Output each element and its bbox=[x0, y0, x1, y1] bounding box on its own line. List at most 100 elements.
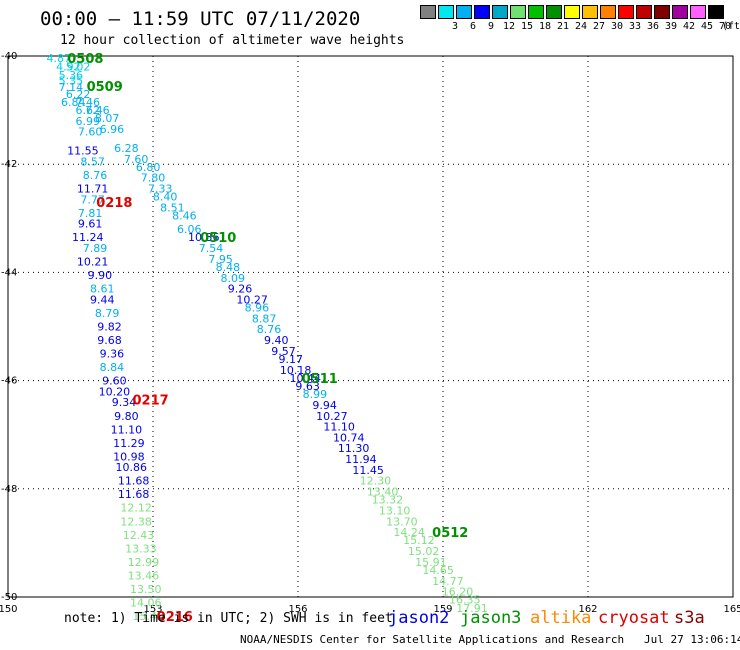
swh-label: 13.32 bbox=[372, 494, 404, 507]
swh-label: 4.87 bbox=[47, 52, 72, 65]
swh-label: 5.36 bbox=[59, 69, 84, 82]
swh-label: 12.30 bbox=[360, 475, 392, 488]
legend-swatch bbox=[510, 5, 526, 19]
swh-label: 14.06 bbox=[130, 596, 162, 609]
swh-label: 12.43 bbox=[123, 529, 155, 542]
swh-label: 6.96 bbox=[100, 123, 125, 136]
legend-swatch bbox=[636, 5, 652, 19]
legend-swatch-label: 12 bbox=[502, 21, 516, 32]
satellite-label-s3a: s3a bbox=[674, 608, 705, 628]
swh-label: 8.87 bbox=[252, 312, 277, 325]
swh-label: 7.33 bbox=[148, 183, 173, 196]
legend-swatch-label: 21 bbox=[556, 21, 570, 32]
y-tick-label: -46 bbox=[1, 376, 17, 387]
swh-label: 13.40 bbox=[367, 486, 399, 499]
swh-label: 9.60 bbox=[102, 375, 127, 388]
swh-label: 9.36 bbox=[100, 348, 125, 361]
swh-label: 7.77 bbox=[80, 193, 105, 206]
page-title: 00:00 – 11:59 UTC 07/11/2020 bbox=[40, 8, 361, 30]
swh-label: 11.29 bbox=[113, 437, 145, 450]
swh-label: 9.82 bbox=[97, 321, 122, 334]
track-label: 0218 bbox=[96, 196, 132, 211]
swh-label: 13.70 bbox=[386, 515, 418, 528]
swh-label: 8.79 bbox=[95, 307, 120, 320]
swh-label: 8.76 bbox=[83, 169, 108, 182]
swh-label: 10.36 bbox=[188, 231, 220, 244]
swh-label: 11.68 bbox=[118, 488, 150, 501]
swh-label: 7.81 bbox=[78, 207, 103, 220]
swh-label: 7.95 bbox=[208, 253, 233, 266]
legend-swatch-label: 24 bbox=[574, 21, 588, 32]
swh-label: 8.96 bbox=[245, 302, 270, 315]
swh-label: 8.51 bbox=[160, 201, 185, 214]
legend-swatch-label: 45 bbox=[700, 21, 714, 32]
swh-label: 6.99 bbox=[76, 115, 101, 128]
track-label: 0512 bbox=[432, 526, 468, 541]
satellite-label-altika: altika bbox=[530, 608, 592, 628]
swh-label: 13.33 bbox=[125, 542, 157, 555]
page-subtitle: 12 hour collection of altimeter wave hei… bbox=[60, 33, 405, 48]
track-label: 0510 bbox=[200, 231, 236, 246]
swh-label: 8.46 bbox=[172, 210, 197, 223]
swh-label: 7.54 bbox=[199, 242, 224, 255]
swh-label: 10.18 bbox=[280, 364, 312, 377]
legend-unit: (ft) bbox=[722, 21, 740, 32]
data-labels: 4.874.925.025.365.357.146.226.847.466.62… bbox=[47, 52, 488, 623]
legend-swatch bbox=[492, 5, 508, 19]
swh-label: 11.71 bbox=[77, 183, 109, 196]
swh-label: 10.44 bbox=[290, 372, 322, 385]
swh-label: 6.80 bbox=[136, 161, 161, 174]
swh-label: 11.10 bbox=[111, 423, 143, 436]
legend-swatch-label: 42 bbox=[682, 21, 696, 32]
swh-label: 7.46 bbox=[76, 96, 101, 109]
legend-swatch bbox=[528, 5, 544, 19]
swh-label: 17.91 bbox=[456, 602, 488, 615]
swh-label: 9.68 bbox=[97, 334, 122, 347]
y-tick-label: -42 bbox=[1, 159, 17, 170]
track-label: 0509 bbox=[87, 80, 123, 95]
swh-label: 10.20 bbox=[99, 385, 131, 398]
satellite-label-jason3: jason3 bbox=[460, 608, 522, 628]
swh-label: 11.10 bbox=[323, 421, 355, 434]
swh-label: 10.74 bbox=[333, 431, 365, 444]
swh-label: 9.40 bbox=[264, 334, 289, 347]
legend-swatch bbox=[654, 5, 670, 19]
swh-label: 13.46 bbox=[128, 569, 160, 582]
swh-label: 15.02 bbox=[408, 545, 440, 558]
swh-label: 11.68 bbox=[118, 475, 150, 488]
x-tick-label: 156 bbox=[288, 604, 307, 615]
y-tick-label: -50 bbox=[1, 592, 17, 603]
swh-label: 8.57 bbox=[80, 155, 105, 168]
swh-label: 9.61 bbox=[78, 218, 103, 231]
x-tick-label: 153 bbox=[143, 604, 162, 615]
swh-label: 9.80 bbox=[114, 410, 139, 423]
swh-label: 14.77 bbox=[432, 575, 464, 588]
x-tick-label: 162 bbox=[578, 604, 597, 615]
swh-label: 9.26 bbox=[228, 283, 253, 296]
swh-label: 8.76 bbox=[257, 323, 282, 336]
y-tick-label: -44 bbox=[1, 267, 17, 278]
swh-label: 13.10 bbox=[379, 504, 411, 517]
track-label: 0511 bbox=[302, 372, 338, 387]
swh-label: 16.20 bbox=[442, 586, 474, 599]
swh-label: 8.40 bbox=[153, 191, 178, 204]
swh-label: 11.24 bbox=[72, 231, 104, 244]
swh-label: 5.35 bbox=[59, 74, 84, 87]
legend-swatch bbox=[708, 5, 724, 19]
swh-label: 10.27 bbox=[236, 293, 268, 306]
swh-label: 9.94 bbox=[312, 399, 337, 412]
swh-label: 8.61 bbox=[90, 283, 115, 296]
swh-label: 10.27 bbox=[316, 410, 348, 423]
grid bbox=[7, 55, 734, 598]
legend-swatch-label: 15 bbox=[520, 21, 534, 32]
swh-label: 6.22 bbox=[66, 88, 91, 101]
satellite-label-cryosat: cryosat bbox=[598, 608, 670, 628]
y-tick-label: -48 bbox=[1, 484, 17, 495]
footer-credit: NOAA/NESDIS Center for Satellite Applica… bbox=[240, 633, 740, 646]
swh-label: 11.45 bbox=[352, 464, 384, 477]
swh-label: 7.60 bbox=[78, 126, 103, 139]
swh-label: 6.28 bbox=[114, 142, 139, 155]
swh-label: 8.48 bbox=[216, 261, 241, 274]
swh-label: 6.84 bbox=[61, 96, 86, 109]
swh-label: 9.63 bbox=[295, 380, 320, 393]
